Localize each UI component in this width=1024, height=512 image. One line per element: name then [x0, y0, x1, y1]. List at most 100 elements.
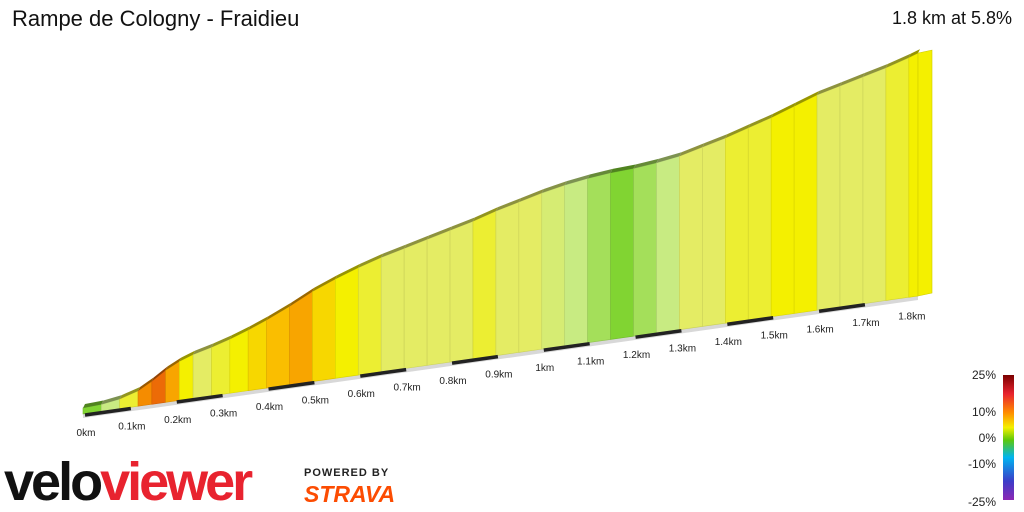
profile-segment	[495, 201, 520, 356]
profile-segment-top	[101, 395, 122, 405]
profile-segment	[192, 346, 212, 399]
profile-segment-top	[179, 350, 196, 362]
profile-segment-top	[119, 386, 141, 400]
profile-segment	[839, 76, 864, 308]
profile-segment	[179, 354, 194, 401]
profile-segment	[725, 127, 749, 324]
km-ruler-dash	[543, 341, 590, 352]
strava-logo: STRAVA	[304, 481, 396, 507]
profile-segment-top	[725, 123, 751, 139]
powered-by-label: POWERED BY	[304, 467, 390, 479]
profile-segment	[587, 172, 611, 344]
x-tick-label: 1.1km	[577, 357, 604, 368]
profile-segment	[633, 162, 657, 337]
profile-segment	[449, 220, 474, 363]
profile-segment-top	[633, 158, 659, 169]
profile-segment-top	[193, 343, 214, 355]
x-tick-label: 0.2km	[164, 415, 191, 426]
x-tick-label: 0.8km	[439, 376, 466, 387]
profile-segment-top	[381, 244, 407, 258]
profile-segment-top	[358, 253, 384, 268]
profile-segment-top	[794, 90, 820, 107]
profile-segment-top	[518, 189, 544, 203]
logo-viewer-text: viewer	[100, 452, 253, 512]
km-ruler-dash	[451, 354, 499, 365]
x-tick-label: 0.4km	[256, 402, 283, 413]
profile-segment-top	[817, 81, 843, 95]
profile-segment	[247, 319, 267, 392]
profile-segment-top	[656, 152, 682, 163]
x-tick-label: 1.6km	[806, 324, 833, 335]
km-ruler-dash	[360, 367, 407, 378]
km-ruler-dash	[818, 303, 866, 313]
x-tick-label: 0.9km	[485, 370, 512, 381]
profile-segment-top	[312, 275, 338, 292]
profile-segment-top	[138, 377, 154, 391]
profile-segment-top	[472, 207, 498, 222]
profile-segment-top	[679, 143, 705, 157]
profile-segment	[266, 305, 290, 389]
legend-label-25: 25%	[971, 368, 996, 382]
x-tick-label: 1.8km	[898, 311, 925, 322]
logo-velo-text: velo	[4, 452, 103, 512]
profile-segment-top	[908, 49, 920, 58]
profile-segment	[211, 338, 231, 397]
profile-segment-top	[266, 302, 292, 321]
profile-segment-top	[702, 134, 728, 148]
profile-segment	[679, 146, 703, 331]
profile-segment	[312, 278, 336, 382]
profile-segment	[885, 57, 910, 301]
km-ruler-dash	[84, 406, 132, 417]
x-tick-label: 1.7km	[852, 318, 879, 329]
profile-segment	[335, 267, 359, 379]
legend-label-0: 0%	[978, 431, 996, 445]
gradient-legend-bar	[1003, 375, 1014, 500]
profile-segment-top	[564, 174, 590, 186]
segment-summary: 1.8 km at 5.8%	[891, 8, 1012, 28]
profile-segment	[770, 105, 795, 318]
x-tick-label: 0.5km	[302, 396, 329, 407]
profile-segment-top	[771, 102, 797, 118]
profile-segment	[380, 248, 405, 373]
profile-end-cap	[917, 49, 933, 297]
profile-segment	[793, 94, 818, 314]
profile-segment-top	[165, 357, 182, 371]
profile-segment-top	[748, 113, 774, 128]
profile-segment-top	[335, 263, 361, 280]
x-tick-label: 1.3km	[669, 344, 696, 355]
x-tick-label: 1.5km	[761, 331, 788, 342]
profile-segment	[403, 238, 428, 369]
profile-segment	[472, 210, 497, 360]
profile-segment-top	[885, 53, 911, 68]
km-ruler-dash	[268, 380, 315, 391]
x-tick-label: 1.2km	[623, 350, 650, 361]
x-tick-label: 0.7km	[394, 383, 421, 394]
legend-label-neg10: -10%	[967, 457, 996, 471]
profile-segment-top	[450, 217, 475, 231]
segment-title: Rampe de Cologny - Fraidieu	[12, 6, 300, 31]
profile-segment-top	[211, 335, 232, 348]
x-tick-label: 0.1km	[118, 422, 145, 433]
km-ruler-dash	[727, 316, 774, 326]
km-ruler-dash	[176, 393, 223, 404]
km-ruler-dash	[635, 328, 682, 339]
profile-segment	[656, 155, 680, 334]
profile-segment-top	[248, 316, 269, 331]
profile-segment-top	[541, 181, 567, 194]
profile-segment-top	[151, 366, 168, 382]
profile-segment	[610, 168, 634, 340]
x-tick-label: 0km	[77, 428, 96, 439]
profile-segment	[229, 329, 249, 394]
profile-segment-top	[404, 235, 430, 249]
profile-segment	[289, 291, 313, 386]
profile-segment	[357, 257, 382, 376]
x-tick-label: 0.3km	[210, 409, 237, 420]
profile-segment-top	[229, 326, 251, 340]
profile-segment	[426, 229, 451, 366]
profile-segment-top	[427, 226, 453, 240]
profile-segment	[862, 67, 887, 305]
profile-segment-top	[610, 164, 636, 173]
profile-segment	[908, 52, 919, 298]
x-tick-label: 1km	[535, 363, 554, 374]
